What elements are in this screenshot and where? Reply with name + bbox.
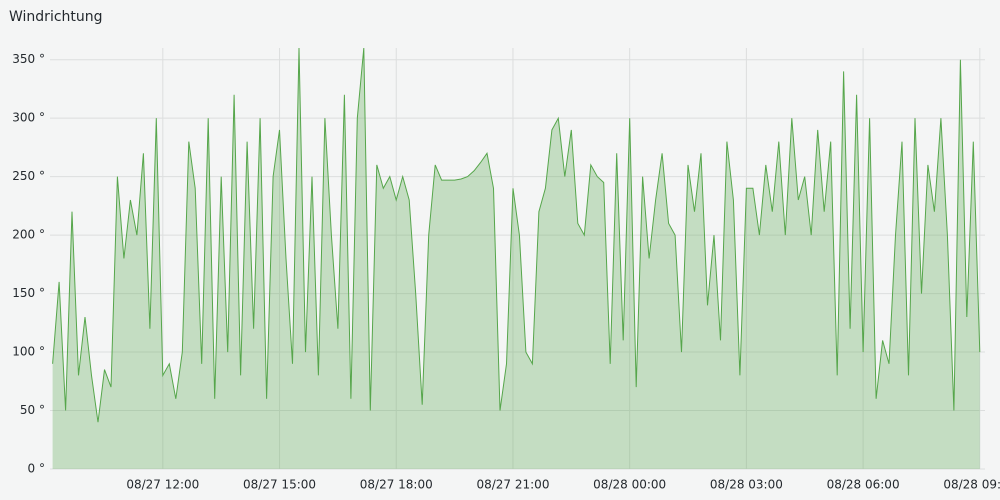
- x-tick-label: 08/27 21:00: [476, 478, 549, 492]
- series-line: [52, 47, 981, 423]
- y-tick-label: 350 °: [12, 52, 45, 66]
- y-tick-label: 50 °: [20, 403, 45, 417]
- x-tick-label: 08/28 06:00: [827, 478, 900, 492]
- x-tick-label: 08/27 15:00: [243, 478, 316, 492]
- y-tick-label: 300 °: [12, 111, 45, 125]
- y-tick-label: 150 °: [12, 286, 45, 300]
- x-tick-label: 08/28 03:00: [710, 478, 783, 492]
- y-tick-label: 100 °: [12, 345, 45, 359]
- x-tick-label: 08/27 18:00: [360, 478, 433, 492]
- x-tick-label: 08/27 12:00: [126, 478, 199, 492]
- y-tick-label: 200 °: [12, 228, 45, 242]
- y-tick-label: 250 °: [12, 169, 45, 183]
- area-fill: [52, 48, 980, 469]
- panel-title: Windrichtung: [9, 9, 103, 25]
- y-tick-label: 0 °: [28, 462, 45, 476]
- x-tick-label: 08/28 09:00: [943, 478, 1000, 492]
- x-tick-label: 08/28 00:00: [593, 478, 666, 492]
